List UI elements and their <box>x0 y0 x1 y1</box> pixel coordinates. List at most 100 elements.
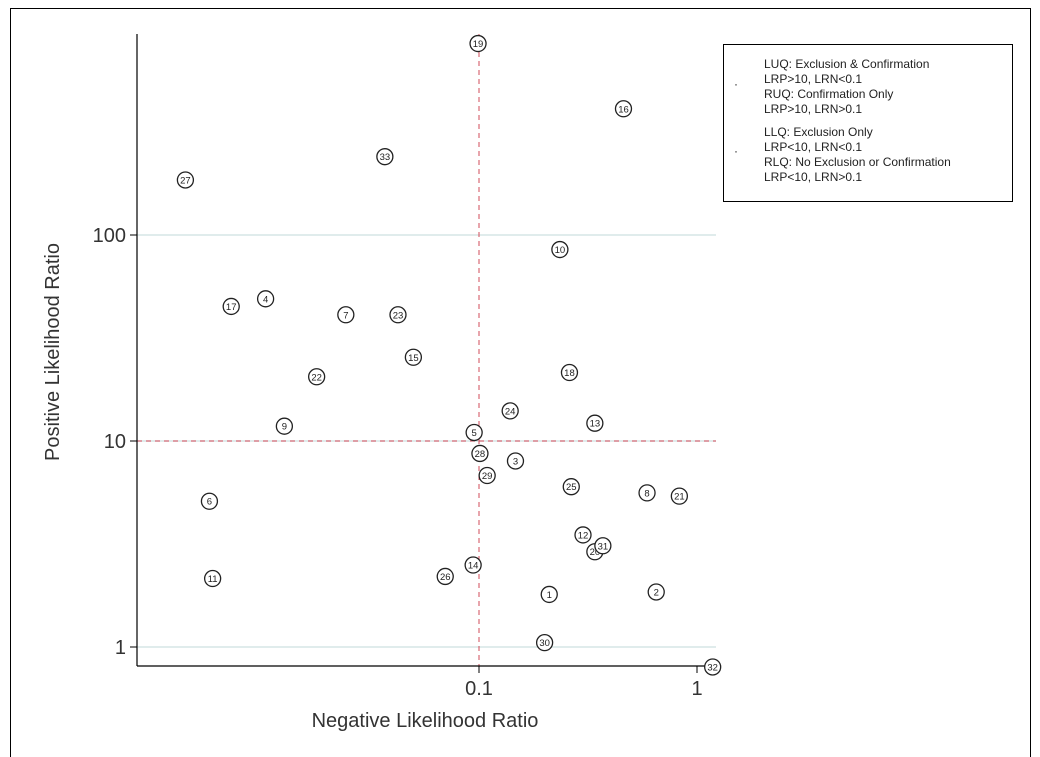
data-points: 1 234567891011121314151617181920212223242… <box>176 34 722 676</box>
data-point-24: 24 <box>501 402 519 420</box>
data-point-marker <box>562 478 580 496</box>
legend-title: LUQ: Exclusion & Confirmation <box>764 57 930 71</box>
data-point-marker <box>594 537 612 555</box>
data-point-8: 8 <box>638 484 656 502</box>
data-point-label: 5 <box>471 428 476 439</box>
data-point-label: 20 <box>590 547 601 558</box>
data-point-5: 5 <box>465 423 483 442</box>
y-axis-label: Positive Likelihood Ratio <box>42 243 64 461</box>
data-point-33: 33 <box>376 148 394 166</box>
data-point-marker <box>307 368 326 386</box>
x-tick-label: 1 <box>691 678 702 700</box>
x-axis-label: Negative Likelihood Ratio <box>312 710 539 732</box>
data-point-label: 11 <box>208 574 218 585</box>
data-point-19: 19 <box>469 34 487 53</box>
data-point-label: 23 <box>393 310 404 321</box>
y-tick-label: 1 <box>115 637 126 659</box>
data-point-21: 21 <box>670 487 689 505</box>
y-tick-label: 10 <box>104 431 126 453</box>
data-point-marker <box>275 417 294 435</box>
legend-rule: LRP>10, LRN<0.1 <box>764 72 863 86</box>
data-point-2: 2 <box>647 583 665 601</box>
data-point-label: 17 <box>226 302 237 313</box>
reference-lines <box>137 34 716 666</box>
data-point-marker <box>176 171 195 189</box>
data-point-marker <box>469 34 487 53</box>
data-point-label: 30 <box>539 638 550 649</box>
data-point-label: 10 <box>555 245 566 256</box>
legend-rule: LRP>10, LRN>0.1 <box>764 102 863 116</box>
data-point-14: 14 <box>464 556 482 574</box>
data-point-label: 25 <box>566 482 577 493</box>
data-point-17: 17 <box>222 297 240 316</box>
data-point-label: 15 <box>408 353 419 364</box>
data-point-4: 4 <box>256 290 275 308</box>
data-point-marker <box>506 452 525 470</box>
data-point-marker <box>389 306 407 324</box>
data-point-marker <box>404 348 423 366</box>
data-point-label: 9 <box>282 422 287 433</box>
data-point-11: 11 <box>203 569 222 588</box>
data-point-label: 28 <box>475 449 486 460</box>
data-point-29: 29 <box>478 466 496 485</box>
axes: 1 10 100 0.1 1 <box>93 34 716 700</box>
data-point-marker <box>551 240 569 259</box>
data-point-label: 29 <box>482 471 493 482</box>
data-point-marker <box>471 444 489 463</box>
data-point-label: 26 <box>440 572 451 583</box>
data-point-label: 18 <box>564 368 575 379</box>
data-point-10: 10 <box>551 240 569 259</box>
data-point-30: 30 <box>535 633 554 652</box>
data-point-marker <box>436 567 454 586</box>
data-point-16: 16 <box>614 100 633 118</box>
legend-title: RUQ: Confirmation Only <box>764 87 894 101</box>
data-point-label: 3 <box>513 456 518 467</box>
data-point-label: 4 <box>263 294 268 305</box>
x-tick-label: 0.1 <box>465 678 493 700</box>
legend-entry-luq: LUQ: Exclusion & Confirmation LRP>10, LR… <box>764 57 929 87</box>
y-tick-label: 100 <box>93 225 126 247</box>
data-point-label: 13 <box>590 419 601 430</box>
data-point-label: 22 <box>311 372 322 383</box>
data-point-label: 32 <box>707 662 718 673</box>
data-point-31: 31 <box>594 537 612 555</box>
legend-bullet: · <box>734 77 738 91</box>
data-point-32: 32 <box>704 658 722 676</box>
data-point-label: 6 <box>207 497 212 508</box>
data-point-7: 7 <box>337 306 355 324</box>
data-point-label: 7 <box>343 310 348 321</box>
data-point-marker <box>203 569 222 588</box>
data-point-label: 14 <box>468 561 479 572</box>
data-point-label: 19 <box>473 39 484 50</box>
data-point-marker <box>574 526 592 544</box>
data-point-marker <box>704 658 722 676</box>
legend-entry-ruq: RUQ: Confirmation Only LRP>10, LRN>0.1 <box>764 87 929 117</box>
data-point-marker <box>200 492 219 510</box>
data-point-label: 33 <box>380 152 391 163</box>
data-point-marker <box>560 363 579 382</box>
data-point-28: 28 <box>471 444 489 463</box>
data-point-15: 15 <box>404 348 423 366</box>
data-point-marker <box>614 100 633 118</box>
data-point-marker <box>638 484 656 502</box>
legend-rule: LRP<10, LRN>0.1 <box>764 170 863 184</box>
data-point-1: 1 <box>540 585 558 604</box>
legend-bullet: · <box>734 144 738 158</box>
data-point-marker <box>501 402 519 420</box>
data-point-marker <box>376 148 394 166</box>
data-point-23: 23 <box>389 306 407 324</box>
legend: · · LUQ: Exclusion & Confirmation LRP>10… <box>723 44 1013 202</box>
legend-title: RLQ: No Exclusion or Confirmation <box>764 155 951 169</box>
data-point-marker <box>670 487 689 505</box>
data-point-26: 26 <box>436 567 454 586</box>
data-point-marker <box>540 585 558 604</box>
legend-rule: LRP<10, LRN<0.1 <box>764 140 863 154</box>
data-point-marker <box>535 633 554 652</box>
data-point-label: 1 <box>547 590 552 601</box>
data-point-22: 22 <box>307 368 326 386</box>
data-point-label: 31 <box>598 541 609 552</box>
data-point-18: 18 <box>560 363 579 382</box>
data-point-marker <box>337 306 355 324</box>
data-point-label: 27 <box>180 175 191 186</box>
